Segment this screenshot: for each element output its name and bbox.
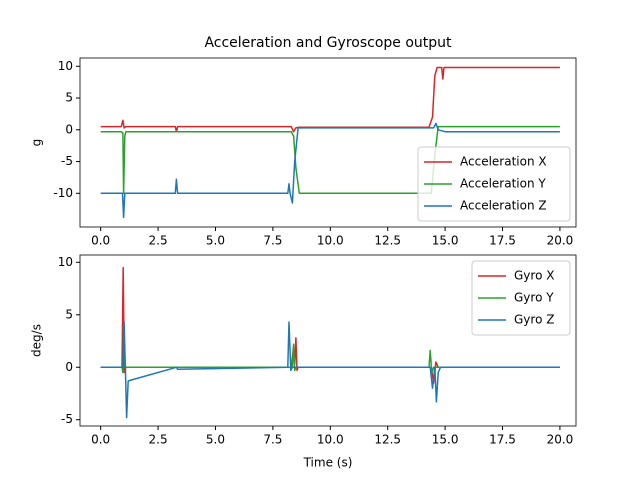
x-tick-label: 2.5 [149,234,168,248]
legend-label: Acceleration Z [460,199,547,213]
legend-label: Gyro Y [514,291,554,305]
legend-box [471,260,571,336]
series-line [100,321,560,419]
y-tick-label: 5 [65,307,73,321]
x-tick-label: 17.5 [489,433,516,447]
y-tick-label: 10 [58,255,73,269]
x-tick-label: 20.0 [547,433,574,447]
legend-label: Gyro Z [514,313,554,327]
x-tick-label: 7.5 [263,433,282,447]
x-tick-label: 0.0 [91,234,110,248]
y-tick-label: 0 [65,360,73,374]
y-tick-label: 5 [65,91,73,105]
x-tick-label: 15.0 [432,433,459,447]
y-axis-label: deg/s [30,324,44,357]
legend-box [417,146,571,222]
series-line [100,66,560,133]
x-tick-label: 5.0 [206,234,225,248]
x-tick-label: 17.5 [489,234,516,248]
y-tick-label: 0 [65,122,73,136]
legend-label: Gyro X [514,269,554,283]
x-tick-label: 10.0 [317,234,344,248]
x-tick-label: 20.0 [547,234,574,248]
y-axis-label: g [30,139,44,147]
axes-frame [79,254,577,427]
axes-frame [79,57,577,228]
y-tick-label: -10 [53,186,73,200]
chart-title: Acceleration and Gyroscope output [204,35,452,51]
x-tick-label: 0.0 [91,433,110,447]
legend-label: Acceleration Y [460,177,546,191]
x-tick-label: 10.0 [317,433,344,447]
y-tick-label: 10 [58,59,73,73]
x-tick-label: 12.5 [374,234,401,248]
x-tick-label: 12.5 [374,433,401,447]
y-tick-label: -5 [61,154,73,168]
x-tick-label: 15.0 [432,234,459,248]
legend-label: Acceleration X [460,155,547,169]
x-axis-label: Time (s) [303,456,353,470]
series-line [100,122,560,219]
y-tick-label: -5 [61,412,73,426]
x-tick-label: 5.0 [206,433,225,447]
x-tick-label: 2.5 [149,433,168,447]
x-tick-label: 7.5 [263,234,282,248]
